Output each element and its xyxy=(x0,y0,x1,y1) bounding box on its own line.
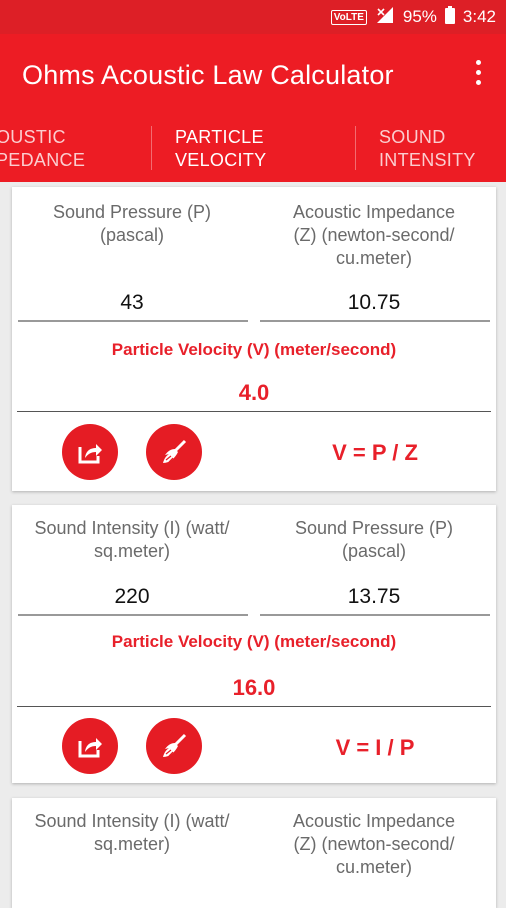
share-icon xyxy=(78,444,102,464)
input-label-sound-intensity: Sound Intensity (I) (watt/sq.meter) xyxy=(34,518,230,561)
calculator-card-i-z: Sound Intensity (I) (watt/sq.meter) Acou… xyxy=(12,798,496,908)
tab-label: INTENSITY xyxy=(379,150,476,170)
volte-icon: VoLTE xyxy=(330,9,367,25)
input-underline xyxy=(260,614,490,616)
calculator-card-i-p: Sound Intensity (I) (watt/sq.meter) Soun… xyxy=(12,505,496,783)
broom-icon xyxy=(163,439,187,463)
result-divider xyxy=(17,411,491,412)
clock: 3:42 xyxy=(462,7,496,26)
status-bar: VoLTE 95% 3:42 xyxy=(0,0,506,34)
calculator-card-p-z: Sound Pressure (P) (pascal) Acoustic Impe… xyxy=(12,187,496,491)
battery-icon xyxy=(444,5,455,29)
more-vert-icon[interactable] xyxy=(472,60,484,90)
signal-icon xyxy=(375,6,395,29)
input-label-sound-intensity: Sound Intensity (I) (watt/sq.meter) xyxy=(34,811,230,854)
tab-particle-velocity[interactable]: PARTICLE VELOCITY xyxy=(175,126,266,172)
input-label-acoustic-impedance: Acoustic Impedance (Z) (newton-second/cu.… xyxy=(292,202,456,268)
tab-divider xyxy=(151,126,152,170)
battery-level: 95% xyxy=(402,7,437,26)
input-underline xyxy=(18,320,248,322)
tab-bar: OUSTIC PEDANCE PARTICLE VELOCITY SOUND I… xyxy=(0,118,506,182)
tab-label: SOUND xyxy=(379,127,446,147)
sound-intensity-input[interactable]: 220 xyxy=(114,585,150,608)
tab-sound-intensity[interactable]: SOUND INTENSITY xyxy=(379,126,476,172)
share-icon xyxy=(78,738,102,758)
app-bar: Ohms Acoustic Law Calculator xyxy=(0,34,506,118)
result-value: 4.0 xyxy=(238,380,270,405)
input-underline xyxy=(18,614,248,616)
input-underline xyxy=(260,320,490,322)
sound-pressure-input[interactable]: 43 xyxy=(120,291,144,314)
result-label: Particle Velocity (V) (meter/second) xyxy=(111,632,397,651)
broom-icon xyxy=(163,733,187,757)
result-value: 16.0 xyxy=(232,675,276,700)
clear-button[interactable] xyxy=(146,424,202,480)
input-label-sound-pressure: Sound Pressure (P) (pascal) xyxy=(294,518,454,561)
tab-divider xyxy=(355,126,356,170)
share-button[interactable] xyxy=(62,424,118,480)
sound-pressure-input[interactable]: 13.75 xyxy=(347,585,401,608)
app-title: Ohms Acoustic Law Calculator xyxy=(22,60,394,90)
formula-text: V = I / P xyxy=(335,735,415,760)
result-divider xyxy=(17,706,491,707)
share-button[interactable] xyxy=(62,718,118,774)
input-label-sound-pressure: Sound Pressure (P) (pascal) xyxy=(52,202,212,245)
clear-button[interactable] xyxy=(146,718,202,774)
result-label: Particle Velocity (V) (meter/second) xyxy=(111,340,397,359)
acoustic-impedance-input[interactable]: 10.75 xyxy=(347,291,401,314)
input-label-acoustic-impedance: Acoustic Impedance (Z) (newton-second/cu.… xyxy=(292,811,456,877)
tab-acoustic-impedance[interactable]: OUSTIC PEDANCE xyxy=(0,126,85,172)
tab-label: OUSTIC xyxy=(0,127,66,147)
tab-label: PEDANCE xyxy=(0,150,86,170)
tab-label: PARTICLE xyxy=(175,127,264,147)
tab-label: VELOCITY xyxy=(175,150,267,170)
formula-text: V = P / Z xyxy=(332,440,418,465)
